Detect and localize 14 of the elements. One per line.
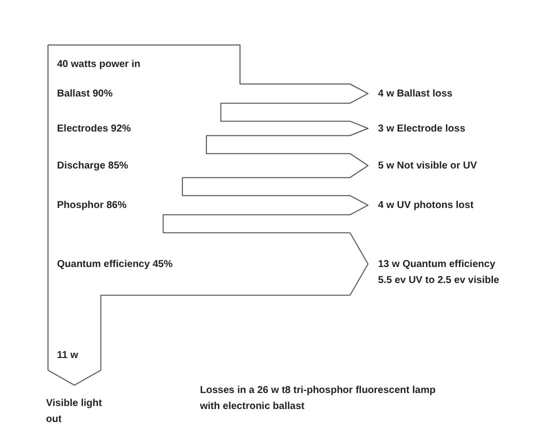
- text: 40 watts power in: [57, 59, 140, 70]
- category-label: Ballast 90%: [57, 88, 113, 100]
- data-label: 4 w Ballast loss: [378, 88, 453, 100]
- category-label: Discharge 85%: [57, 160, 128, 172]
- data-label: 3 w Electrode loss: [378, 123, 466, 134]
- data-label: 13 w Quantum efficiency 5.5 ev UV to 2.5 ev visible: [378, 259, 500, 286]
- category-label: Visible light out: [46, 398, 103, 426]
- data-label: 4 w UV photons lost: [378, 200, 474, 212]
- category-label: Phosphor 86%: [57, 200, 127, 212]
- data-label: 11 w: [57, 350, 78, 362]
- text: Losses in a 26 w t8 tri-phosphor fluorescent lamp with electronic ballast: [199, 385, 436, 412]
- category-label: Quantum efficiency 45%: [57, 259, 173, 270]
- category-label: Electrodes 92%: [57, 123, 132, 134]
- data-label: 5 w Not visible or UV: [378, 160, 478, 172]
